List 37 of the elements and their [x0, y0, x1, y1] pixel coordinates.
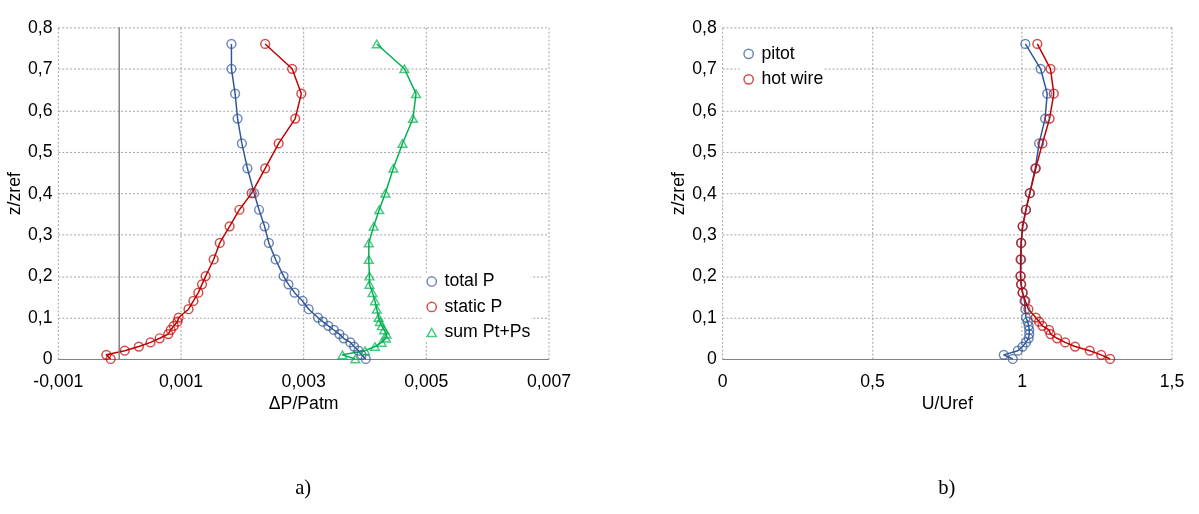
legend-label: hot wire	[761, 68, 824, 89]
y-tick-label: 0	[42, 348, 53, 369]
text: b)	[938, 476, 956, 500]
y-axis-title: z/zref	[4, 171, 25, 216]
x-axis-title: U/Uref	[921, 392, 973, 413]
x-tick-label: 1	[1017, 370, 1028, 391]
legend-label: sum Pt+Ps	[444, 321, 531, 342]
y-tick-label: 0	[706, 348, 717, 369]
y-tick-label: 0,5	[692, 141, 717, 162]
y-tick-label: 0,1	[27, 306, 53, 327]
y-tick-label: 0,1	[692, 306, 717, 327]
x-tick-label: -0,001	[33, 370, 84, 391]
x-axis-title: ΔP/Patm	[268, 392, 339, 413]
y-tick-label: 0,7	[692, 58, 717, 79]
y-tick-label: 0,3	[27, 224, 53, 245]
y-tick-label: 0,6	[27, 99, 53, 120]
y-tick-label: 0,8	[27, 16, 53, 37]
y-tick-label: 0,2	[27, 265, 53, 286]
y-tick-label: 0,4	[692, 182, 717, 203]
y-tick-label: 0,7	[27, 58, 53, 79]
x-tick-label: 0,003	[281, 370, 326, 391]
y-tick-label: 0,3	[692, 224, 717, 245]
y-tick-label: 0,5	[27, 141, 53, 162]
x-tick-label: 0,005	[404, 370, 449, 391]
x-tick-label: 0,007	[526, 370, 572, 391]
y-tick-label: 0,4	[27, 182, 53, 203]
x-tick-label: 0,5	[860, 370, 885, 391]
legend-label: static P	[444, 295, 503, 316]
y-tick-label: 0,2	[692, 265, 717, 286]
x-tick-label: 0,001	[158, 370, 204, 391]
legend-label: pitot	[761, 42, 795, 63]
legend-label: total P	[444, 270, 495, 291]
x-tick-label: 1,5	[1159, 370, 1185, 391]
y-axis-title: z/zref	[668, 171, 689, 216]
text: a)	[295, 476, 312, 500]
y-tick-label: 0,8	[692, 16, 717, 37]
y-tick-label: 0,6	[692, 99, 717, 120]
